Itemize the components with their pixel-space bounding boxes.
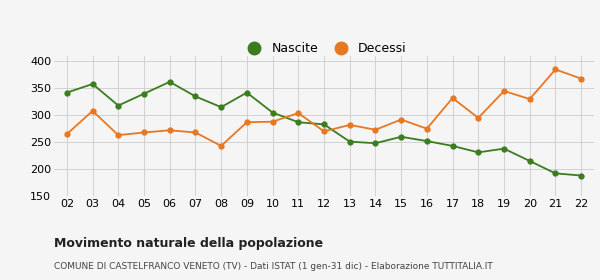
Nascite: [269, 111, 276, 114]
Decessi: [115, 134, 122, 137]
Decessi: [295, 111, 302, 115]
Decessi: [320, 130, 328, 133]
Decessi: [140, 131, 148, 134]
Legend: Nascite, Decessi: Nascite, Decessi: [236, 37, 412, 60]
Nascite: [295, 121, 302, 124]
Nascite: [475, 151, 482, 154]
Decessi: [218, 144, 225, 148]
Text: Movimento naturale della popolazione: Movimento naturale della popolazione: [54, 237, 323, 249]
Decessi: [269, 120, 276, 123]
Text: COMUNE DI CASTELFRANCO VENETO (TV) - Dati ISTAT (1 gen-31 dic) - Elaborazione TU: COMUNE DI CASTELFRANCO VENETO (TV) - Dat…: [54, 262, 493, 271]
Decessi: [526, 97, 533, 101]
Decessi: [166, 129, 173, 132]
Nascite: [89, 82, 96, 86]
Nascite: [320, 123, 328, 126]
Nascite: [372, 142, 379, 145]
Decessi: [449, 96, 456, 100]
Nascite: [449, 144, 456, 148]
Nascite: [140, 92, 148, 95]
Decessi: [372, 128, 379, 131]
Decessi: [398, 118, 405, 121]
Decessi: [475, 116, 482, 120]
Decessi: [423, 127, 430, 130]
Decessi: [63, 132, 70, 136]
Decessi: [500, 89, 508, 93]
Nascite: [526, 159, 533, 163]
Nascite: [423, 139, 430, 143]
Line: Decessi: Decessi: [64, 67, 584, 148]
Nascite: [552, 172, 559, 175]
Line: Nascite: Nascite: [64, 80, 584, 178]
Nascite: [63, 91, 70, 94]
Decessi: [552, 68, 559, 71]
Decessi: [346, 123, 353, 127]
Decessi: [243, 121, 250, 124]
Nascite: [243, 91, 250, 94]
Nascite: [115, 104, 122, 107]
Decessi: [89, 109, 96, 113]
Nascite: [500, 147, 508, 150]
Nascite: [192, 95, 199, 98]
Decessi: [578, 77, 585, 80]
Nascite: [578, 174, 585, 177]
Nascite: [398, 135, 405, 138]
Nascite: [346, 140, 353, 143]
Nascite: [218, 106, 225, 109]
Decessi: [192, 131, 199, 134]
Nascite: [166, 80, 173, 83]
